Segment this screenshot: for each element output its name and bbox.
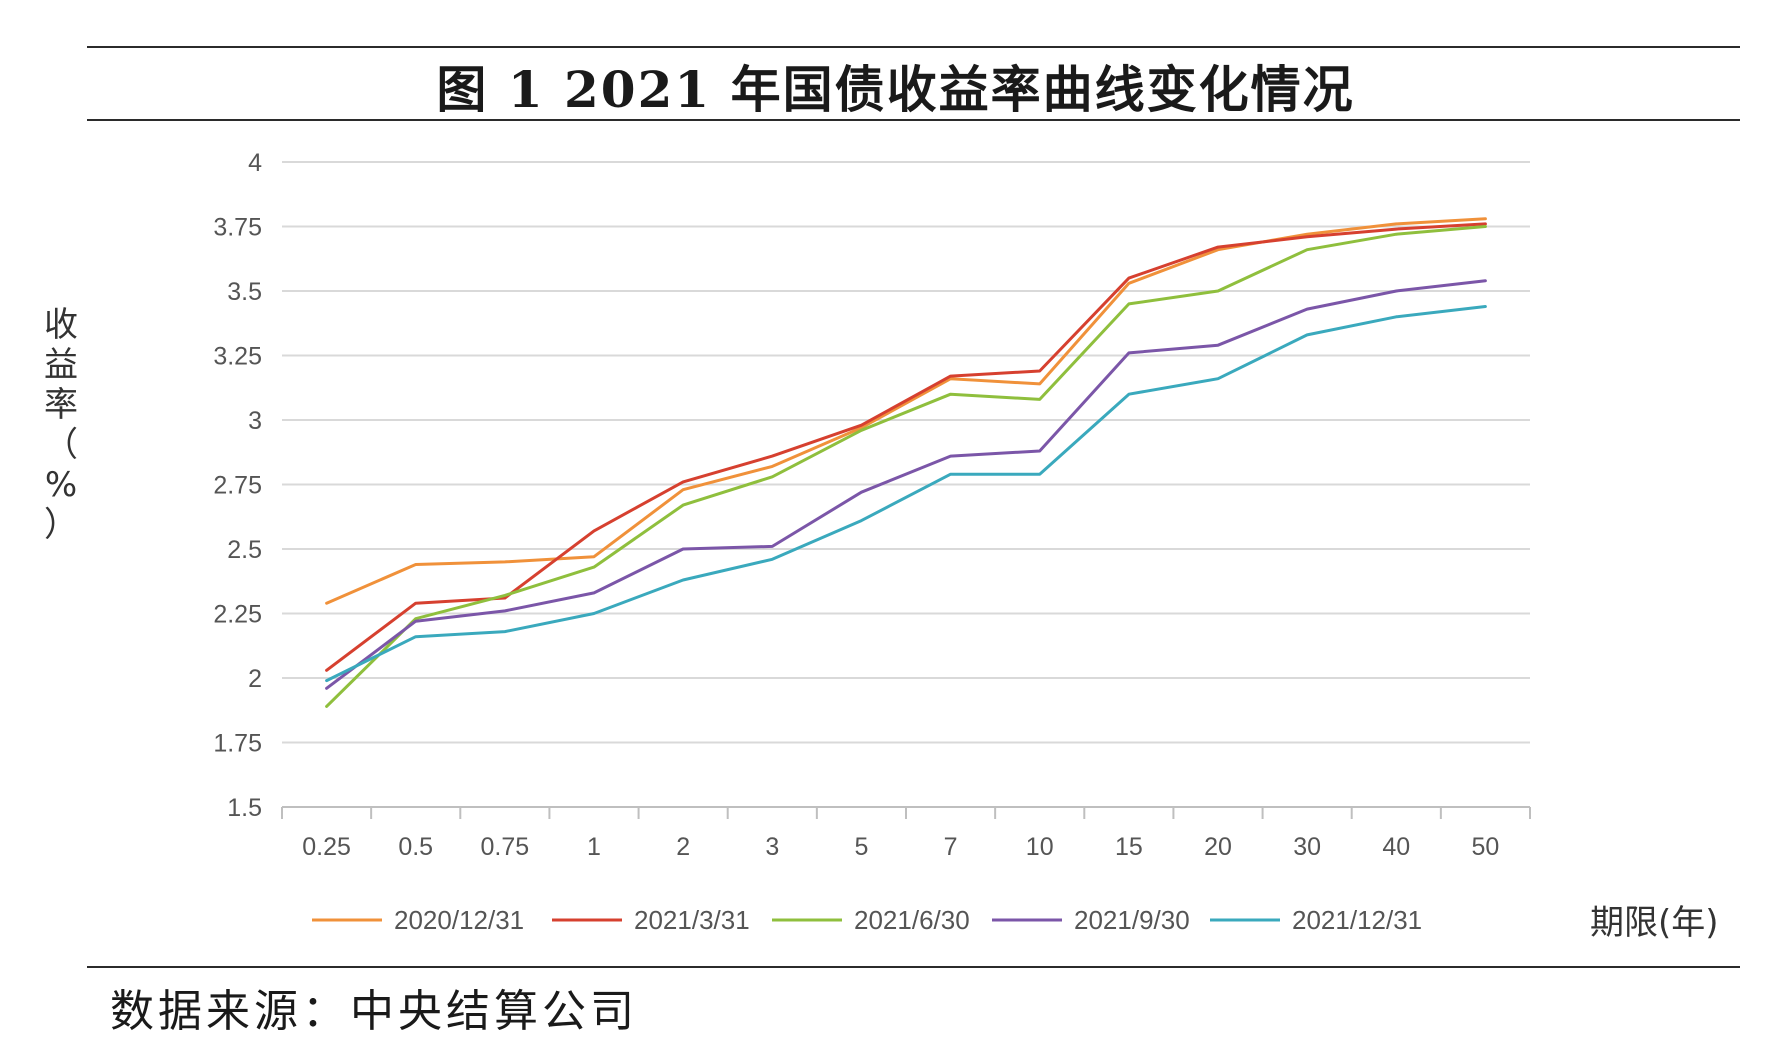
y-tick-label: 3.5	[227, 278, 262, 306]
x-tick-label: 20	[1204, 833, 1232, 861]
x-axis-label: 期限(年)	[1590, 903, 1719, 943]
series-line-2021/3/31	[325, 222, 1487, 672]
x-tick-labels: 0.25 0.5 0.75 1 2 3 5 7 10 15 20 30 40 50	[302, 833, 1499, 861]
legend-label: 2020/12/31	[394, 905, 524, 935]
x-tick-label: 3	[765, 833, 779, 861]
x-tick-label: 0.75	[481, 833, 530, 861]
y-axis-label: 收益率（%）	[38, 305, 84, 545]
y-axis-label-char-1: 益	[44, 345, 78, 385]
x-tick-label: 5	[854, 833, 868, 861]
series-line-2021/6/30	[325, 225, 1487, 708]
y-tick-label: 2.5	[227, 536, 262, 564]
y-tick-labels: 1.5 1.75 2 2.25 2.5 2.75 3 3.25 3.5 3.75 4	[213, 149, 262, 822]
x-tick-label: 1	[587, 833, 601, 861]
legend: 2020/12/31 2021/3/31 2021/6/30 2021/9/30 202…	[312, 905, 1422, 935]
grid-lines	[282, 161, 1530, 808]
x-tick-label: 50	[1472, 833, 1500, 861]
y-axis-label-char-3: （	[44, 425, 78, 465]
y-tick-label: 1.75	[213, 730, 262, 758]
x-tick-label: 40	[1382, 833, 1410, 861]
y-tick-label: 2	[248, 665, 262, 693]
legend-label: 2021/6/30	[854, 905, 970, 935]
x-tick-label: 10	[1026, 833, 1054, 861]
y-tick-label: 4	[248, 149, 262, 177]
yield-curve-chart: 1.5 1.75 2 2.25 2.5 2.75 3 3.25 3.5 3.75 4 0.25 0.5…	[213, 149, 1531, 935]
x-tick-label: 15	[1115, 833, 1143, 861]
x-tick-label: 0.25	[302, 833, 351, 861]
y-tick-label: 2.25	[213, 601, 262, 629]
y-axis-label-char-4: %	[44, 465, 78, 505]
series-line-2021/12/31	[325, 305, 1487, 683]
x-tick-label: 30	[1293, 833, 1321, 861]
top-rule	[87, 46, 1740, 48]
y-tick-label: 3.25	[213, 343, 262, 371]
series-line-2020/12/31	[325, 217, 1487, 605]
y-tick-label: 1.5	[227, 794, 262, 822]
x-tick-label: 7	[944, 833, 958, 861]
title-underline	[87, 119, 1740, 121]
y-tick-label: 3	[248, 407, 262, 435]
y-tick-label: 2.75	[213, 472, 262, 500]
legend-label: 2021/9/30	[1074, 905, 1190, 935]
x-tick-label: 0.5	[398, 833, 433, 861]
figure-title: 图 1 2021 年国债收益率曲线变化情况	[436, 60, 1355, 119]
y-axis-label-char-2: 率	[44, 385, 78, 425]
y-axis-label-char-5: ）	[44, 505, 78, 545]
x-axis	[281, 806, 1531, 819]
bottom-rule	[87, 966, 1740, 968]
x-tick-label: 2	[676, 833, 690, 861]
y-tick-label: 3.75	[213, 214, 262, 242]
series-lines	[325, 217, 1487, 708]
legend-label: 2021/12/31	[1292, 905, 1422, 935]
legend-label: 2021/3/31	[634, 905, 750, 935]
y-axis-label-char-0: 收	[44, 305, 78, 345]
series-line-2021/9/30	[325, 279, 1487, 690]
data-source-note: 数据来源：中央结算公司	[110, 986, 638, 1037]
